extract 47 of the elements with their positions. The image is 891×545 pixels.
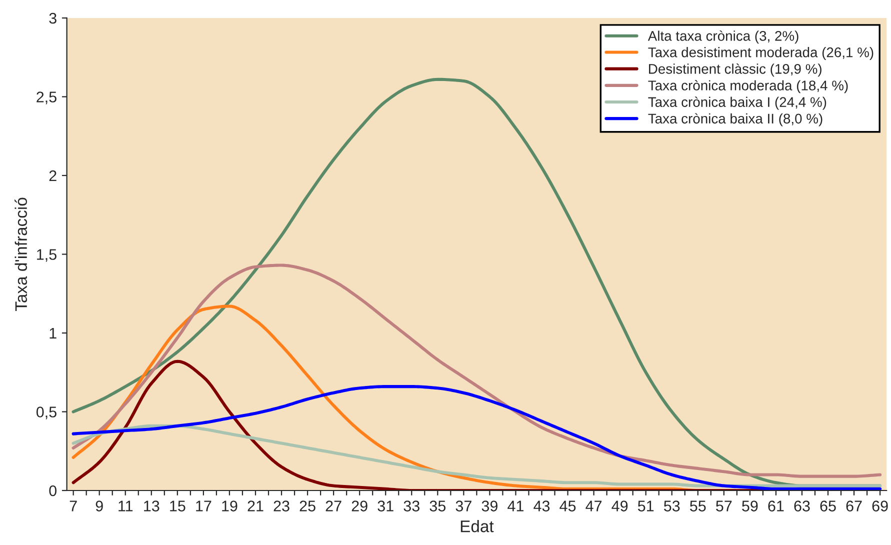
x-tick-label: 17 [196, 500, 212, 512]
legend-label: Taxa crònica baixa I (24,4 %) [648, 96, 826, 110]
x-tick-label: 39 [482, 500, 498, 512]
x-tick-label: 49 [612, 500, 628, 512]
y-tick-label: 0,5 [36, 406, 56, 420]
x-tick-label: 25 [300, 500, 316, 512]
y-tick-label: 3 [49, 12, 56, 24]
x-tick-label: 41 [508, 500, 524, 512]
x-tick-label: 15 [170, 500, 186, 512]
x-tick-label: 61 [768, 500, 784, 512]
x-tick-label: 11 [118, 500, 133, 512]
x-tick-label: 67 [846, 500, 862, 512]
x-tick-label: 29 [352, 500, 368, 512]
x-tick-label: 7 [70, 500, 77, 512]
x-tick-label: 59 [742, 500, 758, 512]
y-tick-label: 1 [50, 328, 56, 339]
y-tick-label: 2,5 [36, 92, 56, 104]
x-tick-label: 33 [404, 500, 420, 512]
x-tick-label: 27 [326, 500, 342, 512]
x-tick-label: 31 [378, 500, 394, 512]
x-tick-label: 55 [690, 500, 706, 512]
x-tick-label: 53 [664, 500, 680, 512]
y-tick-label: 1,5 [37, 249, 56, 262]
x-tick-label: 45 [560, 500, 576, 512]
x-tick-label: 63 [794, 500, 810, 512]
x-tick-label: 43 [534, 500, 550, 512]
y-tick-label: 2 [49, 170, 56, 182]
legend-label: Taxa desistiment moderada (26,1 %) [648, 47, 874, 60]
x-tick-label: 65 [820, 500, 836, 512]
x-tick-label: 37 [456, 500, 472, 512]
x-tick-label: 51 [638, 500, 654, 512]
legend-label: Taxa crònica moderada (18,4 %) [648, 80, 848, 94]
x-tick-label: 35 [430, 500, 446, 512]
x-tick-label: 69 [872, 500, 888, 512]
y-axis-title: Taxa d'infracció [14, 198, 28, 312]
legend-label: Taxa crònica baixa II (8,0 %) [648, 113, 822, 126]
x-tick-label: 23 [274, 500, 290, 512]
x-tick-label: 13 [144, 500, 160, 512]
x-tick-label: 9 [96, 500, 103, 512]
x-axis-title: Edat [460, 520, 494, 532]
x-tick-label: 57 [716, 500, 732, 512]
x-tick-label: 21 [248, 500, 264, 512]
x-tick-label: 19 [222, 500, 238, 512]
legend-label: Alta taxa crònica (3, 2%) [648, 30, 798, 44]
x-tick-label: 47 [586, 500, 602, 512]
legend-label: Desistiment clàssic (19,9 %) [649, 63, 822, 77]
y-tick-label: 0 [49, 485, 57, 496]
